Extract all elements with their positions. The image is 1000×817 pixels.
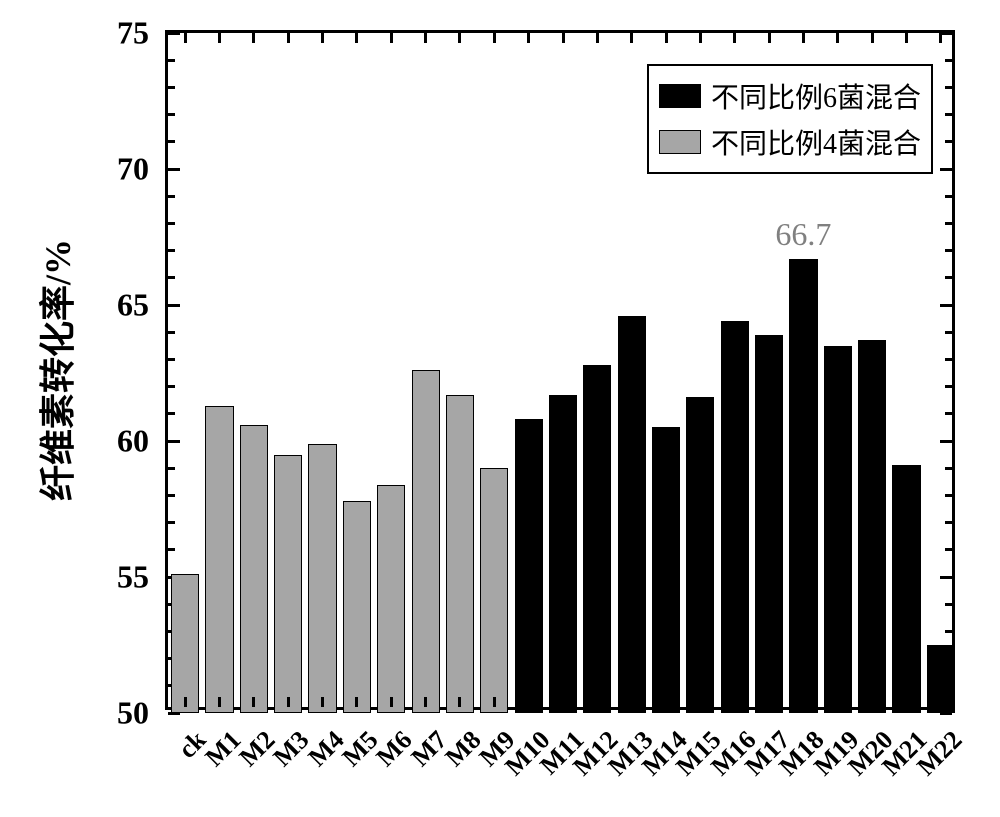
x-tick: [871, 697, 874, 707]
bar: [171, 574, 199, 713]
y-axis-title: 纤维素转化率/%: [29, 239, 81, 501]
x-tick: [596, 697, 599, 707]
legend: 不同比例6菌混合不同比例4菌混合: [647, 64, 933, 174]
value-annotation: 66.7: [775, 216, 831, 253]
x-tick: [527, 697, 530, 707]
bar: [308, 444, 336, 713]
bar: [721, 321, 749, 713]
bar: [789, 259, 817, 713]
x-tick: [321, 33, 324, 43]
x-tick: [939, 33, 942, 43]
x-tick: [630, 33, 633, 43]
x-tick: [355, 697, 358, 707]
x-tick: [699, 697, 702, 707]
x-tick: [493, 697, 496, 707]
bar: [274, 455, 302, 713]
bar: [240, 425, 268, 713]
x-tick: [355, 33, 358, 43]
x-tick: [905, 697, 908, 707]
x-tick: [424, 697, 427, 707]
bar: [824, 346, 852, 713]
bar: [892, 465, 920, 713]
x-tick: [768, 697, 771, 707]
x-tick: [287, 33, 290, 43]
x-tick: [562, 33, 565, 43]
x-tick: [733, 697, 736, 707]
bar: [858, 340, 886, 713]
x-tick: [252, 33, 255, 43]
bar: [343, 501, 371, 713]
x-tick: [733, 33, 736, 43]
x-tick: [665, 33, 668, 43]
legend-swatch: [659, 84, 701, 108]
legend-item: 不同比例4菌混合: [659, 122, 921, 162]
bar: [480, 468, 508, 713]
x-tick: [321, 697, 324, 707]
bar: [515, 419, 543, 713]
bar: [412, 370, 440, 713]
x-tick: [836, 697, 839, 707]
bar: [549, 395, 577, 713]
legend-label: 不同比例6菌混合: [711, 76, 921, 116]
x-tick: [184, 697, 187, 707]
bar: [446, 395, 474, 713]
x-tick: [287, 697, 290, 707]
x-tick: [252, 697, 255, 707]
x-tick: [802, 697, 805, 707]
x-tick: [184, 33, 187, 43]
bar: [686, 397, 714, 713]
x-tick: [458, 697, 461, 707]
x-tick: [218, 33, 221, 43]
x-tick: [939, 697, 942, 707]
x-tick: [768, 33, 771, 43]
x-tick: [665, 697, 668, 707]
bar: [583, 365, 611, 713]
x-tick: [905, 33, 908, 43]
x-tick: [596, 33, 599, 43]
x-tick: [493, 33, 496, 43]
bar: [205, 406, 233, 713]
legend-item: 不同比例6菌混合: [659, 76, 921, 116]
x-tick: [390, 697, 393, 707]
legend-swatch: [659, 130, 701, 154]
x-tick: [562, 697, 565, 707]
x-tick: [836, 33, 839, 43]
x-tick: [458, 33, 461, 43]
x-tick: [802, 33, 805, 43]
x-tick: [871, 33, 874, 43]
x-tick: [218, 697, 221, 707]
x-tick: [424, 33, 427, 43]
bar: [755, 335, 783, 713]
bar: [377, 485, 405, 713]
legend-label: 不同比例4菌混合: [711, 122, 921, 162]
x-tick: [699, 33, 702, 43]
bar: [618, 316, 646, 713]
bar-chart: 66.7505560657075纤维素转化率/%ckM1M2M3M4M5M6M7…: [0, 0, 1000, 817]
x-tick: [390, 33, 393, 43]
x-tick: [630, 697, 633, 707]
x-tick: [527, 33, 530, 43]
bar: [652, 427, 680, 713]
